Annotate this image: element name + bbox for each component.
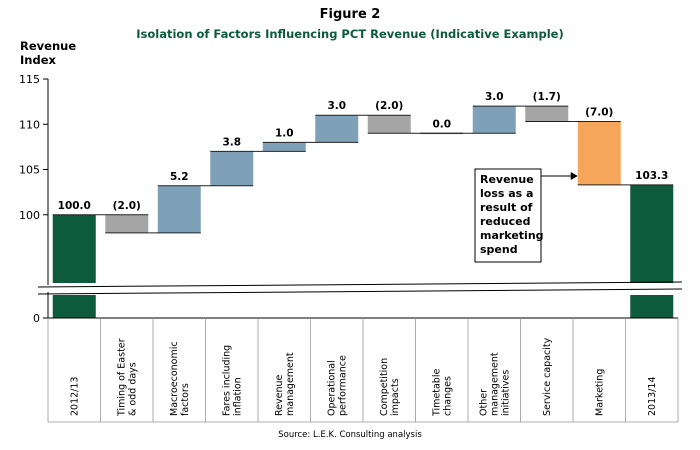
bar-change xyxy=(315,115,359,143)
annotation-text: spend xyxy=(480,243,518,256)
bar-change xyxy=(210,151,254,186)
y-tick-label: 105 xyxy=(19,164,40,177)
x-tick-label: Timetable xyxy=(431,369,442,417)
y-tick-label: 115 xyxy=(19,73,40,86)
x-tick-label: factors xyxy=(180,383,191,416)
annotation-box xyxy=(474,168,542,263)
axis-break-mark xyxy=(37,281,683,288)
data-label: 0.0 xyxy=(432,118,451,130)
annotation-text: marketing xyxy=(480,229,544,242)
bar-total xyxy=(52,214,96,318)
data-label: (7.0) xyxy=(585,107,613,119)
x-tick-label: performance xyxy=(337,355,348,416)
x-tick-label: Competition xyxy=(379,358,390,416)
annotation-text: loss as a xyxy=(480,187,533,200)
data-label: 100.0 xyxy=(58,200,91,212)
annotation-text: reduced xyxy=(480,215,530,228)
bar-change xyxy=(577,121,621,185)
x-tick-label: impacts xyxy=(390,378,401,416)
x-tick-label: Service capacity xyxy=(542,337,553,416)
x-tick-label: initiatives xyxy=(500,370,511,416)
x-tick-label: Fares including xyxy=(221,345,232,416)
x-tick-label: changes xyxy=(442,376,453,416)
axis-break-mark xyxy=(37,288,683,295)
bar-change xyxy=(157,185,201,233)
annotation-text: result of xyxy=(480,201,533,214)
y-axis-label: Revenue xyxy=(20,39,76,53)
data-label: 3.0 xyxy=(485,91,504,103)
x-tick-label: Macroeconomic xyxy=(169,341,180,416)
data-label: 103.3 xyxy=(635,170,668,182)
data-label: (2.0) xyxy=(113,200,141,212)
bar-change xyxy=(525,106,569,122)
y-tick-label: 0 xyxy=(33,312,40,325)
bar-change xyxy=(105,214,149,233)
x-tick-label: Revenue xyxy=(274,374,285,416)
data-label: (1.7) xyxy=(533,91,561,103)
x-tick-label: Operational xyxy=(326,360,337,416)
data-label: 3.8 xyxy=(222,136,241,148)
source-note: Source: L.E.K. Consulting analysis xyxy=(278,430,422,440)
annotation-text: Revenue xyxy=(480,173,534,186)
x-tick-label: 2012/13 xyxy=(69,377,80,416)
x-tick-label: & odd days xyxy=(127,362,138,416)
x-tick-label: 2013/14 xyxy=(647,377,658,416)
bar-change xyxy=(262,142,306,152)
x-tick-label: Other xyxy=(478,389,489,416)
figure-label: Figure 2 xyxy=(319,7,381,22)
x-tick-label: management xyxy=(489,352,500,416)
y-axis-label: Index xyxy=(20,53,56,67)
x-tick-label: Marketing xyxy=(594,369,605,416)
y-tick-label: 110 xyxy=(19,118,40,131)
data-label: 1.0 xyxy=(275,127,294,139)
y-tick-label: 100 xyxy=(19,209,40,222)
bar-change xyxy=(472,106,516,134)
annotation-arrowhead xyxy=(570,172,578,180)
data-label: 5.2 xyxy=(170,171,189,183)
x-tick-label: Timing of Easter xyxy=(116,338,127,417)
data-label: 3.0 xyxy=(327,100,346,112)
bar-change xyxy=(367,115,411,134)
data-label: (2.0) xyxy=(375,100,403,112)
x-tick-label: inflation xyxy=(232,377,243,416)
chart-title: Isolation of Factors Influencing PCT Rev… xyxy=(136,27,564,41)
x-tick-label: management xyxy=(285,352,296,416)
bar-total xyxy=(630,184,674,318)
